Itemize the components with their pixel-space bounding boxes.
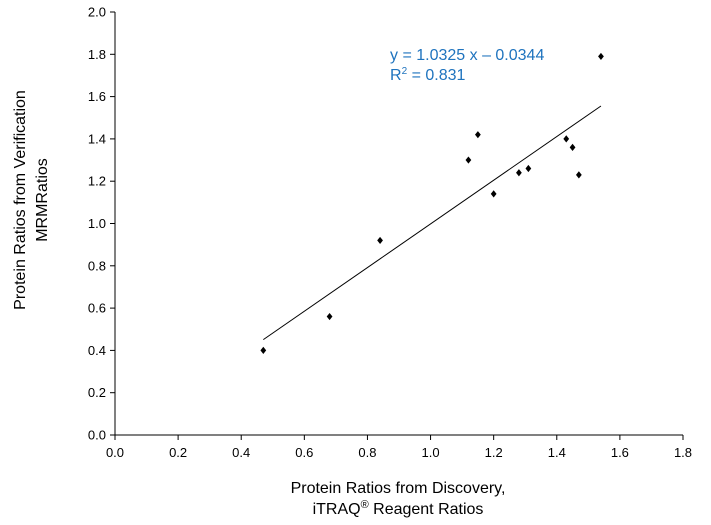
x-tick-label: 1.8	[674, 445, 692, 460]
y-axis-title-line2: MRMRatios	[34, 158, 51, 242]
y-tick-label: 0.6	[88, 301, 106, 316]
x-tick-label: 0.6	[295, 445, 313, 460]
data-point	[475, 131, 481, 139]
data-point	[465, 156, 472, 164]
x-tick-label: 0.2	[169, 445, 187, 460]
y-tick-label: 0.4	[88, 343, 106, 358]
x-axis-title-itraq: iTRAQ	[313, 501, 361, 518]
r-squared-value: = 0.831	[407, 67, 465, 84]
data-point	[598, 52, 604, 61]
x-tick-label: 0.8	[358, 445, 376, 460]
data-point	[525, 164, 532, 173]
y-ticks: 0.0 0.2 0.4 0.6 0.8 1.0 1.2 1.4 1.6 1.8 2.0	[88, 5, 115, 443]
x-axis-title-line2: iTRAQ® Reagent Ratios	[313, 499, 484, 518]
y-tick-label: 0.8	[88, 258, 106, 273]
x-tick-label: 0.4	[232, 445, 250, 460]
data-point	[575, 171, 582, 179]
x-tick-label: 0.0	[106, 445, 124, 460]
y-tick-label: 1.8	[88, 47, 106, 62]
y-tick-label: 1.0	[88, 216, 106, 231]
y-tick-label: 1.6	[88, 89, 106, 104]
x-tick-label: 1.6	[611, 445, 629, 460]
equation-label: y = 1.0325 x – 0.0344	[390, 47, 544, 64]
y-tick-label: 0.0	[88, 428, 106, 443]
x-axis-title-line1: Protein Ratios from Discovery,	[291, 480, 506, 497]
x-axis-title-rest: Reagent Ratios	[369, 501, 484, 518]
data-point	[377, 236, 383, 245]
trendline-group	[263, 105, 602, 341]
r-squared-symbol: R	[390, 67, 402, 84]
x-tick-label: 1.4	[548, 445, 566, 460]
data-point	[490, 190, 497, 198]
r-squared-superscript: 2	[402, 66, 408, 77]
x-tick-label: 1.2	[485, 445, 503, 460]
data-point	[563, 135, 570, 143]
y-tick-label: 1.4	[88, 131, 106, 146]
data-point	[326, 312, 333, 321]
r-squared-label: R2 = 0.831	[390, 66, 466, 84]
x-axis-title-registered: ®	[361, 499, 369, 511]
y-tick-label: 2.0	[88, 5, 106, 20]
data-point	[260, 346, 267, 354]
data-points	[260, 52, 604, 354]
y-axis-title-line1: Protein Ratios from Verification	[12, 90, 29, 310]
data-point	[516, 169, 522, 177]
trendline	[263, 105, 602, 341]
y-tick-label: 0.2	[88, 385, 106, 400]
x-ticks: 0.0 0.2 0.4 0.6 0.8 1.0 1.2 1.4 1.6 1.8	[106, 435, 692, 460]
data-point	[569, 143, 576, 151]
x-tick-label: 1.0	[422, 445, 440, 460]
y-tick-label: 1.2	[88, 174, 106, 189]
